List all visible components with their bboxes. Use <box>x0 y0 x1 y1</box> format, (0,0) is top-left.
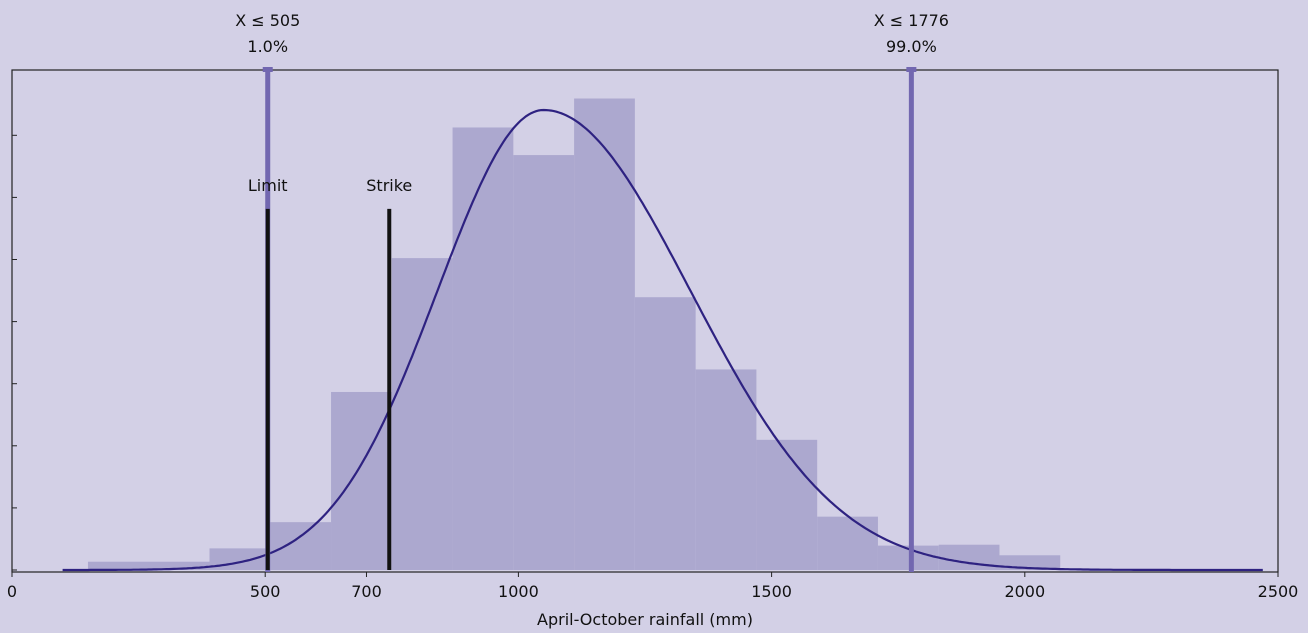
histogram-bar-4 <box>391 258 453 570</box>
y-axis-ticks <box>12 134 17 571</box>
limit-strike-lines: Limit Strike <box>248 176 412 570</box>
fitted-distribution-curve <box>62 108 1263 572</box>
reference-line-label-1: Strike <box>366 176 412 195</box>
percentile-marker-handle-0 <box>262 67 273 72</box>
histogram-bar-9 <box>695 369 757 570</box>
histogram-bar-2 <box>270 522 332 570</box>
histogram-bar-11 <box>817 516 878 570</box>
x-tick-label-6: 2500 <box>1258 582 1299 601</box>
percentile-marker-probability-1: 99.0% <box>886 37 937 56</box>
histogram-bar-3 <box>331 391 392 570</box>
x-tick-label-0: 0 <box>7 582 17 601</box>
x-tick-label-3: 1000 <box>498 582 539 601</box>
histogram-bars <box>87 98 1061 570</box>
x-axis: 0 500 700 1000 1500 2000 2500 <box>7 572 1298 601</box>
percentile-marker-condition-1: X ≤ 1776 <box>874 11 949 30</box>
reference-line-label-0: Limit <box>248 176 288 195</box>
x-tick-label-5: 2000 <box>1004 582 1045 601</box>
histogram-bar-5 <box>452 127 514 570</box>
histogram-bar-8 <box>634 297 696 570</box>
histogram-bar-6 <box>513 155 575 570</box>
x-tick-label-1: 500 <box>250 582 281 601</box>
histogram-bar-0 <box>87 561 210 570</box>
x-tick-label-2: 700 <box>351 582 382 601</box>
x-tick-label-4: 1500 <box>751 582 792 601</box>
percentile-marker-condition-0: X ≤ 505 <box>235 11 300 30</box>
histogram-bar-7 <box>574 98 635 570</box>
histogram-bar-10 <box>756 439 818 570</box>
plot-area <box>11 69 1279 573</box>
percentile-marker-handle-1 <box>906 67 917 72</box>
x-axis-title: April-October rainfall (mm) <box>537 610 753 629</box>
percentile-marker-probability-0: 1.0% <box>247 37 288 56</box>
